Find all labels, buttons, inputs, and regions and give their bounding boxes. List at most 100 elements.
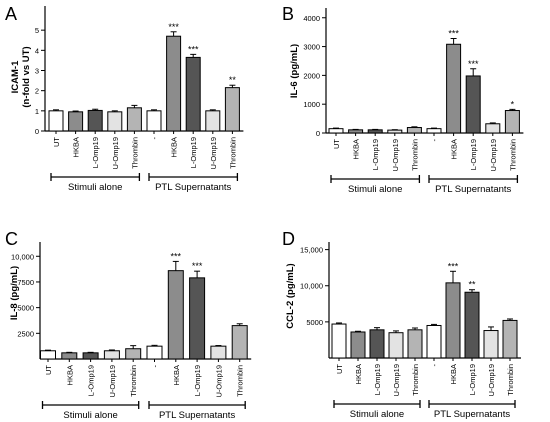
x-tick-label: U-Omp19	[209, 137, 218, 170]
group-label: PTL Supernatants	[434, 409, 510, 420]
x-tick-label: HKBA	[72, 137, 81, 157]
x-tick-label: UT	[44, 365, 53, 375]
group-label: Stimuli alone	[350, 409, 404, 420]
bar	[167, 270, 184, 360]
bar	[125, 348, 142, 360]
y-axis-label-line: (n-fold vs UT)	[21, 46, 32, 107]
x-tick-label: HKBA	[450, 139, 459, 159]
x-tick-label: L-Omp19	[373, 364, 382, 395]
x-tick-label: U-Omp19	[214, 365, 223, 398]
x-tick-label: HKBA	[172, 365, 181, 385]
bar	[348, 129, 364, 134]
bar	[103, 350, 120, 360]
y-tick-label: 4000	[303, 14, 320, 23]
bar	[426, 324, 442, 359]
group-label: PTL Supernatants	[159, 410, 235, 421]
bar	[205, 110, 221, 132]
group-bracket: Stimuli alone	[333, 400, 421, 420]
panel-letter: A	[5, 4, 17, 24]
x-tick-label: Thrombin	[228, 137, 237, 169]
y-axis-label-line: IL-8 (pg/mL)	[9, 266, 20, 320]
x-tick-label: Thrombin	[508, 139, 517, 171]
x-tick-label: L-Omp19	[468, 364, 477, 395]
bar	[126, 107, 142, 132]
y-tick-label: 5	[35, 26, 39, 35]
group-bracket: PTL Supernatants	[428, 175, 519, 195]
x-tick-label: -	[150, 137, 159, 140]
y-tick-label: 2000	[303, 71, 320, 80]
y-tick-label: 1000	[303, 100, 320, 109]
x-tick-label: Thrombin	[129, 365, 138, 397]
group-label: PTL Supernatants	[435, 184, 511, 195]
y-tick-label: 7500	[17, 278, 34, 287]
x-tick-label: Thrombin	[236, 365, 245, 397]
panel-letter: B	[282, 4, 294, 24]
bar	[189, 277, 206, 360]
bar	[40, 350, 56, 360]
x-tick-label: UT	[332, 139, 341, 149]
x-tick-label: L-Omp19	[189, 137, 198, 168]
group-label: Stimuli alone	[68, 182, 122, 193]
bar	[87, 109, 103, 132]
x-tick-label: HKBA	[65, 365, 74, 385]
y-axis-label: IL-8 (pg/mL)	[9, 266, 20, 320]
bar	[185, 56, 201, 132]
x-tick-label: L-Omp19	[193, 365, 202, 396]
y-tick-label: 3000	[303, 43, 320, 52]
y-tick-label: 10,000	[300, 282, 323, 291]
x-tick-label: U-Omp19	[392, 364, 401, 397]
x-tick-label: Thrombin	[411, 364, 420, 396]
group-bracket: Stimuli alone	[41, 401, 140, 421]
bar	[107, 111, 123, 132]
x-tick-label: -	[151, 365, 160, 368]
y-axis-label: IL-6 (pg/mL)	[289, 44, 300, 98]
y-tick-label: 0	[35, 127, 39, 136]
bar	[331, 323, 347, 359]
chart-panel-b: B IL-6 (pg/mL) 0 1000 2000 3000 4000 UT HKBA L-Om…	[282, 4, 524, 195]
x-tick-label: U-Omp19	[108, 365, 117, 398]
bar	[465, 75, 481, 134]
y-tick-label: 3	[35, 67, 39, 76]
chart-panel-c: C IL-8 (pg/mL) 2500 5000 7500 10,000 UT HKBA L-O…	[5, 229, 252, 421]
panel-letter: D	[282, 229, 295, 249]
y-axis-label: ICAM-1(n-fold vs UT)	[10, 46, 32, 107]
bar	[426, 128, 442, 134]
group-label: Stimuli alone	[348, 184, 402, 195]
x-tick-label: HKBA	[170, 137, 179, 157]
y-tick-label: 5000	[17, 304, 34, 313]
significance-label: *	[511, 99, 515, 109]
significance-label: ***	[468, 59, 479, 69]
x-tick-label: HKBA	[449, 364, 458, 384]
x-tick-label: U-Omp19	[489, 139, 498, 172]
x-tick-label: L-Omp19	[91, 137, 100, 168]
y-tick-label: 15,000	[300, 246, 323, 255]
group-bracket: PTL Supernatants	[428, 400, 516, 420]
significance-label: ***	[448, 29, 459, 39]
x-tick-label: HKBA	[354, 364, 363, 384]
bar	[446, 43, 462, 134]
y-axis-label: CCL-2 (pg/mL)	[285, 263, 296, 328]
bar	[367, 129, 383, 134]
bar	[328, 128, 344, 134]
y-tick-label: 2	[35, 87, 39, 96]
bar	[485, 123, 501, 134]
bar	[407, 329, 423, 359]
y-tick-label: 4	[35, 46, 39, 55]
significance-label: ***	[188, 44, 199, 54]
x-tick-label: Thrombin	[506, 364, 515, 396]
bar	[146, 345, 163, 360]
y-axis-label-line: CCL-2 (pg/mL)	[285, 263, 296, 328]
bar	[504, 110, 520, 134]
x-tick-label: -	[430, 139, 439, 142]
bar	[231, 325, 248, 360]
y-tick-label: 1	[35, 107, 39, 116]
bar	[61, 352, 78, 360]
y-tick-label: 2500	[17, 329, 34, 338]
x-tick-label: L-Omp19	[371, 139, 380, 170]
x-tick-label: HKBA	[352, 139, 361, 159]
y-tick-label: 5000	[306, 318, 323, 327]
x-tick-label: Thrombin	[130, 137, 139, 169]
bar	[146, 110, 162, 132]
chart-panel-a: A ICAM-1(n-fold vs UT) 0 1 2 3 4 5 UT HKBA L-Omp19…	[5, 4, 244, 193]
